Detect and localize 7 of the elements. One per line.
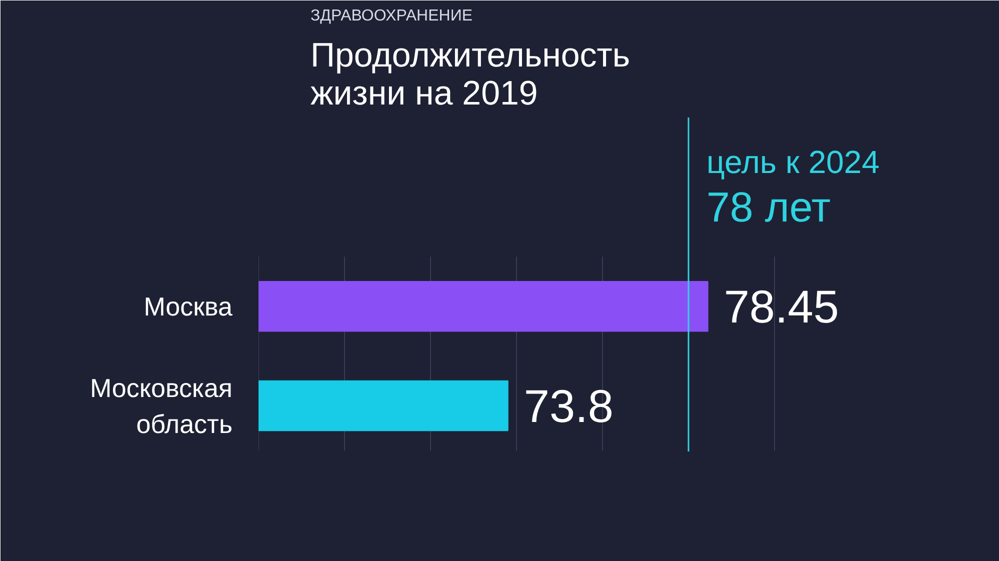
y-tick-label: Московская область — [90, 372, 233, 439]
chart-subtitle: ЗДРАВООХРАНЕНИЕ — [310, 8, 472, 24]
data-label: 78.45 — [724, 280, 839, 332]
chart-title: Продолжительность жизни на 2019 — [310, 36, 630, 112]
data-label: 73.8 — [524, 380, 614, 432]
ref-line-label: цель к 2024 78 лет — [706, 144, 880, 230]
y-tick-label: Москва — [144, 291, 234, 322]
